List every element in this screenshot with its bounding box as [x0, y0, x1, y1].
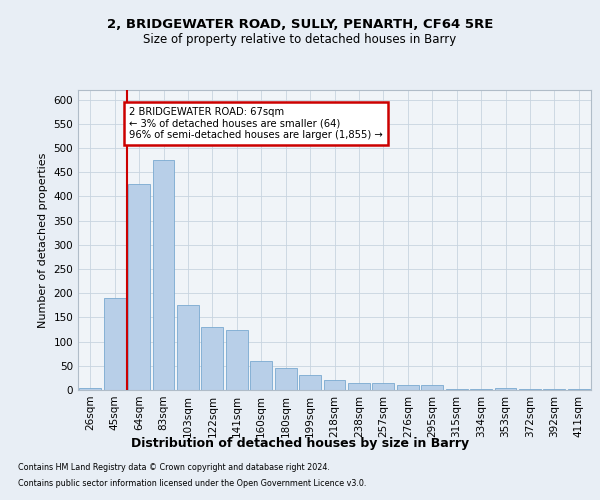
Bar [323, 380, 346, 390]
Bar [568, 389, 590, 390]
Bar [373, 382, 394, 390]
Text: Size of property relative to detached houses in Barry: Size of property relative to detached ho… [143, 32, 457, 46]
Bar [494, 388, 517, 390]
Text: 2, BRIDGEWATER ROAD, SULLY, PENARTH, CF64 5RE: 2, BRIDGEWATER ROAD, SULLY, PENARTH, CF6… [107, 18, 493, 30]
Bar [104, 298, 125, 390]
Bar [446, 388, 467, 390]
Bar [348, 382, 370, 390]
Bar [299, 376, 321, 390]
Y-axis label: Number of detached properties: Number of detached properties [38, 152, 48, 328]
Bar [152, 160, 175, 390]
Bar [519, 389, 541, 390]
Bar [226, 330, 248, 390]
Bar [470, 389, 492, 390]
Text: Contains HM Land Registry data © Crown copyright and database right 2024.: Contains HM Land Registry data © Crown c… [18, 464, 330, 472]
Bar [544, 388, 565, 390]
Bar [79, 388, 101, 390]
Text: 2 BRIDGEWATER ROAD: 67sqm
← 3% of detached houses are smaller (64)
96% of semi-d: 2 BRIDGEWATER ROAD: 67sqm ← 3% of detach… [130, 107, 383, 140]
Bar [397, 385, 419, 390]
Bar [421, 385, 443, 390]
Bar [275, 368, 296, 390]
Text: Contains public sector information licensed under the Open Government Licence v3: Contains public sector information licen… [18, 478, 367, 488]
Bar [177, 306, 199, 390]
Bar [202, 327, 223, 390]
Bar [128, 184, 150, 390]
Text: Distribution of detached houses by size in Barry: Distribution of detached houses by size … [131, 438, 469, 450]
Bar [250, 361, 272, 390]
